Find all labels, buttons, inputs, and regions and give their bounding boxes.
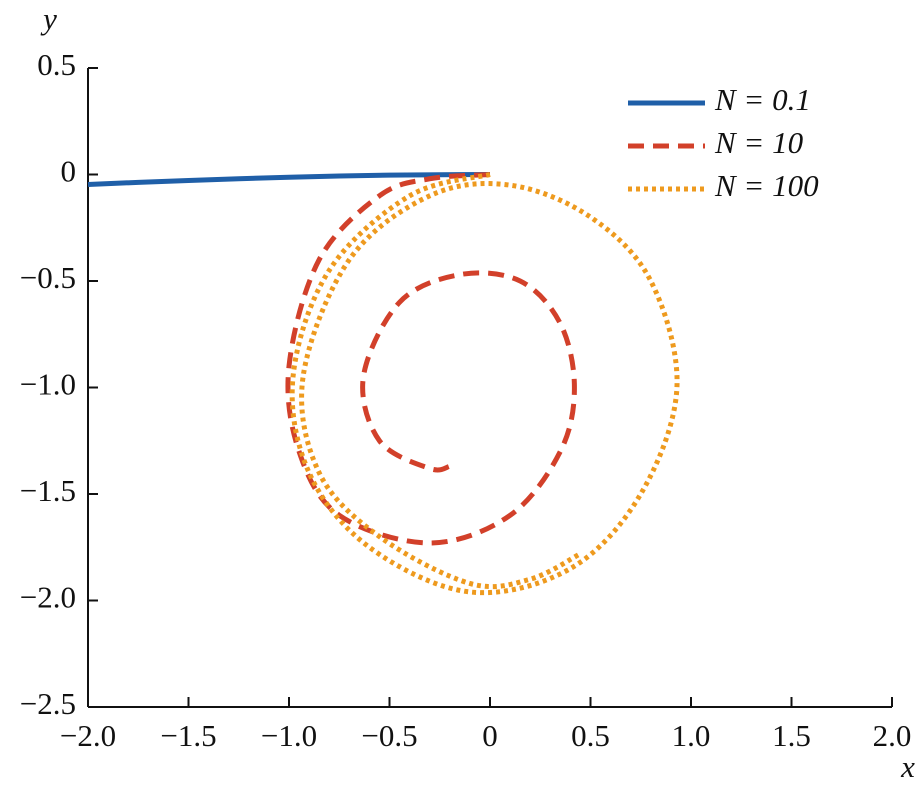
x-tick-label: −0.5 [361,718,417,753]
x-tick-label: 2.0 [873,718,912,753]
y-tick-label: −2.5 [20,686,76,721]
x-tick-label: 0 [482,718,498,753]
y-tick-label: 0.5 [37,47,76,82]
y-tick-label: −2.0 [20,580,76,615]
y-tick-label: 0 [61,154,77,189]
x-tick-label: −2.0 [60,718,116,753]
y-tick-label: −1.0 [20,367,76,402]
legend-label: N = 0.1 [714,82,811,117]
y-tick-label: −0.5 [20,260,76,295]
y-axis-label: y [40,1,57,36]
x-tick-label: 1.5 [772,718,811,753]
x-tick-label: 0.5 [571,718,610,753]
series-line [289,172,680,596]
legend-label: N = 10 [714,125,804,160]
series-line [285,172,577,546]
x-tick-label: −1.0 [261,718,317,753]
legend-label: N = 100 [714,168,819,203]
x-tick-label: 1.0 [672,718,711,753]
x-tick-label: −1.5 [160,718,216,753]
x-axis-label: x [900,749,915,784]
series-line [87,172,491,188]
y-tick-label: −1.5 [20,473,76,508]
